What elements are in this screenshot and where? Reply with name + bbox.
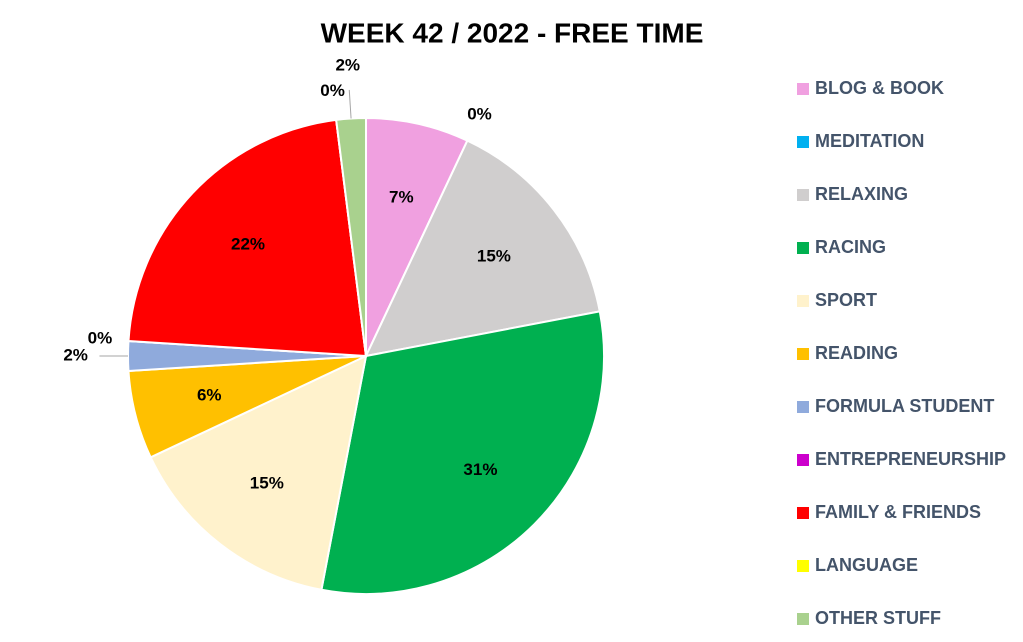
legend-label: READING <box>815 343 898 363</box>
legend-swatch <box>797 348 809 360</box>
data-label: 0% <box>320 81 345 100</box>
data-label: 15% <box>250 473 284 492</box>
data-label: 0% <box>88 329 113 348</box>
data-label: 31% <box>463 460 497 479</box>
legend-label: MEDITATION <box>815 131 924 151</box>
legend-label: SPORT <box>815 290 877 310</box>
data-label: 7% <box>389 188 414 207</box>
data-label: 22% <box>231 235 265 254</box>
legend-swatch <box>797 507 809 519</box>
data-label: 6% <box>197 386 222 405</box>
pie-slice <box>320 310 605 595</box>
pie-slice <box>364 139 601 358</box>
legend-label: RELAXING <box>815 184 908 204</box>
legend-swatch <box>797 189 809 201</box>
legend-swatch <box>797 613 809 625</box>
legend-swatch <box>797 560 809 572</box>
data-label: 15% <box>477 246 511 265</box>
pie-slice <box>335 116 367 357</box>
pie-slice <box>127 118 368 358</box>
data-label: 2% <box>63 345 88 364</box>
legend-label: ENTREPRENEURSHIP <box>815 449 1006 469</box>
legend-swatch <box>797 295 809 307</box>
pie-slice <box>365 116 469 357</box>
legend-label: FAMILY & FRIENDS <box>815 502 981 522</box>
leader-line <box>348 89 352 119</box>
pie-slice <box>149 354 368 591</box>
data-label: 0% <box>467 104 492 123</box>
legend-label: RACING <box>815 237 886 257</box>
legend-swatch <box>797 136 809 148</box>
legend-swatch <box>797 83 809 95</box>
legend-label: LANGUAGE <box>815 555 918 575</box>
chart-title: WEEK 42 / 2022 - FREE TIME <box>321 17 704 48</box>
legend-label: BLOG & BOOK <box>815 78 944 98</box>
legend-label: OTHER STUFF <box>815 608 941 628</box>
data-label: 2% <box>335 56 360 75</box>
legend-swatch <box>797 401 809 413</box>
legend-swatch <box>797 454 809 466</box>
legend-swatch <box>797 242 809 254</box>
legend-label: FORMULA STUDENT <box>815 396 994 416</box>
